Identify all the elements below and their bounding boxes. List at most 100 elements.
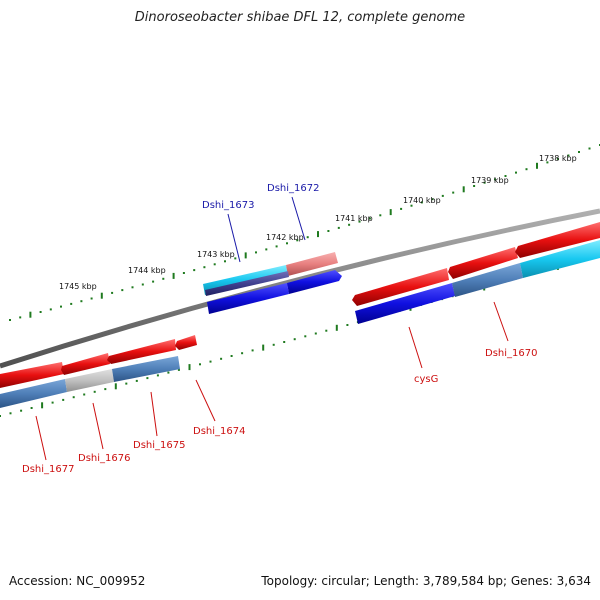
upper-minor-tick [121, 289, 124, 292]
cds-bar-next[interactable] [520, 240, 600, 278]
lower-major-tick [262, 344, 265, 351]
lower-minor-tick [83, 393, 86, 396]
gene-label-dshi-1673[interactable]: Dshi_1673 [202, 200, 254, 211]
lower-major-tick [41, 402, 44, 409]
lower-minor-tick [220, 357, 223, 360]
upper-minor-tick [39, 311, 42, 313]
lower-minor-tick [135, 379, 138, 382]
cds-arrow-dshi-1673[interactable] [207, 283, 289, 314]
cds-bar-dshi-1676[interactable] [65, 369, 114, 392]
upper-minor-tick [80, 300, 83, 303]
gene-arrow-dshi-1677[interactable] [0, 362, 64, 388]
lower-minor-tick [146, 377, 149, 380]
leader-dshi-1675 [150, 391, 158, 437]
upper-minor-tick [265, 248, 268, 251]
cds-bar-dshi-1670[interactable] [452, 263, 523, 297]
upper-minor-tick [327, 230, 330, 232]
gene-label-cysg[interactable]: cysG [414, 374, 438, 385]
gene-label-dshi-1672[interactable]: Dshi_1672 [267, 183, 319, 194]
upper-minor-tick [473, 185, 476, 187]
upper-minor-tick [337, 226, 340, 229]
lower-minor-tick [209, 360, 212, 363]
gene-arrow-cysg[interactable] [352, 268, 449, 306]
kbp-label-1745: 1745 kbp [59, 282, 97, 291]
upper-minor-tick [525, 168, 528, 171]
kbp-label-1741: 1741 kbp [335, 214, 373, 223]
lower-minor-tick [241, 352, 244, 355]
upper-minor-tick [9, 319, 11, 321]
gene-label-dshi-1674[interactable]: Dshi_1674 [193, 426, 245, 437]
upper-minor-tick [255, 251, 257, 254]
lower-minor-tick [72, 396, 75, 399]
lower-major-tick [188, 364, 191, 371]
upper-minor-tick [182, 272, 185, 274]
upper-minor-tick [420, 201, 423, 204]
kbp-label-1740: 1740 kbp [403, 196, 441, 205]
upper-minor-tick [504, 175, 507, 177]
cds-bar-dshi-1675[interactable] [112, 356, 180, 382]
lower-minor-tick [156, 374, 159, 377]
cds-arrow-dshi-1672[interactable] [287, 270, 342, 294]
upper-minor-tick [224, 260, 226, 263]
lower-minor-tick [51, 401, 54, 404]
upper-major-tick [100, 292, 103, 299]
lower-minor-tick [293, 338, 296, 341]
lower-minor-tick [62, 398, 65, 401]
upper-minor-tick [296, 239, 299, 242]
upper-minor-tick [111, 291, 114, 294]
lower-minor-tick [230, 355, 233, 357]
forward-strand-track [203, 252, 342, 314]
upper-minor-tick [19, 316, 22, 319]
gene-arrow-dshi-1670[interactable] [448, 247, 518, 279]
gene-label-dshi-1677[interactable]: Dshi_1677 [22, 464, 74, 475]
upper-major-tick [462, 186, 465, 193]
upper-major-tick [244, 252, 247, 259]
upper-minor-tick [515, 171, 517, 174]
upper-minor-tick [588, 147, 591, 150]
upper-minor-tick [90, 297, 93, 300]
upper-minor-tick [441, 194, 444, 197]
upper-major-tick [29, 311, 32, 318]
gene-arrow-dshi-1675[interactable] [107, 339, 176, 364]
upper-minor-tick [306, 236, 309, 239]
upper-minor-tick [60, 305, 62, 308]
gene-label-dshi-1675[interactable]: Dshi_1675 [133, 440, 185, 451]
lower-minor-tick [314, 332, 317, 335]
gene-arrow-dshi-1672[interactable] [286, 252, 338, 276]
cds-arrow-cysg[interactable] [355, 283, 455, 324]
kbp-label-1742: 1742 kbp [266, 233, 304, 242]
upper-major-tick [389, 209, 392, 216]
lower-minor-tick [20, 409, 23, 412]
upper-minor-tick [152, 280, 155, 283]
lower-minor-tick [251, 349, 254, 352]
cds-bar-dshi-1673[interactable] [205, 271, 289, 296]
upper-major-tick [536, 162, 538, 169]
lower-minor-tick [283, 341, 286, 343]
upper-minor-tick [368, 217, 371, 220]
upper-minor-tick [379, 214, 382, 217]
leader-dshi-1673 [227, 213, 241, 263]
upper-minor-tick [162, 277, 165, 280]
upper-minor-tick [578, 151, 580, 153]
upper-minor-tick [567, 154, 570, 157]
lower-minor-tick [272, 343, 275, 346]
upper-minor-tick [546, 161, 549, 164]
reverse-gene-labels: Dshi_1677 Dshi_1676 Dshi_1675 Dshi_1674 … [22, 301, 537, 475]
upper-minor-tick [275, 245, 278, 248]
gene-arrow-next[interactable] [515, 222, 600, 258]
gene-label-dshi-1676[interactable]: Dshi_1676 [78, 453, 130, 464]
lower-major-tick [335, 324, 338, 331]
gene-arrow-dshi-1674[interactable] [175, 335, 197, 350]
upper-minor-tick [431, 198, 434, 201]
upper-minor-tick [556, 157, 559, 160]
gene-label-dshi-1670[interactable]: Dshi_1670 [485, 348, 537, 359]
lower-minor-tick [304, 335, 307, 338]
gene-arrow-dshi-1676[interactable] [61, 353, 110, 375]
lower-minor-tick [125, 382, 128, 385]
leader-dshi-1670 [493, 301, 509, 342]
lower-minor-tick [30, 407, 33, 409]
reverse-strand-track [0, 222, 600, 408]
upper-minor-tick [203, 266, 206, 269]
cds-bar-dshi-1677[interactable] [0, 379, 67, 408]
